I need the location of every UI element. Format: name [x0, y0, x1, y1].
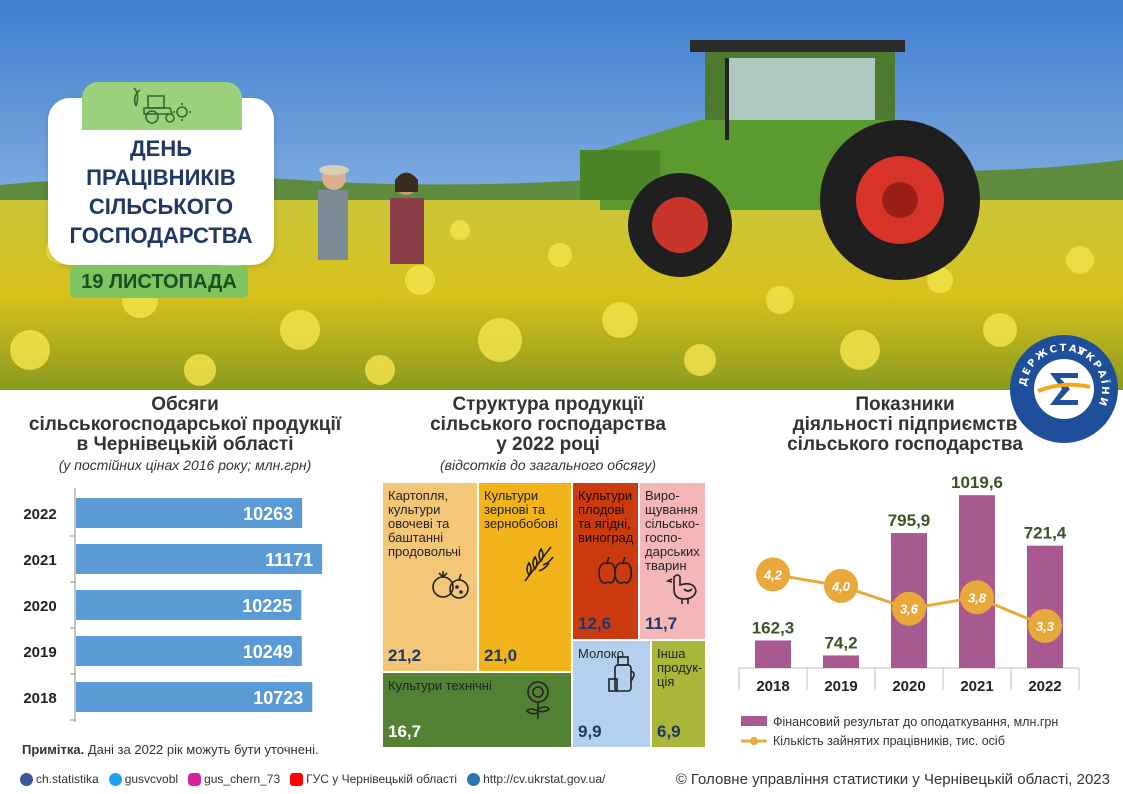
employees-point [824, 568, 858, 603]
treemap-cell: Культури плодові та ягідні, виноград 12,6 [572, 482, 639, 640]
volume-chart-subtitle: (у постійних цінах 2016 року; млн.грн) [58, 457, 312, 473]
legend-label-bar: Фінансовий результат до оподаткування, м… [773, 715, 1058, 729]
line-value-label: 4,0 [831, 579, 851, 594]
footer-link-youtube[interactable]: ГУС у Чернівецькій області [290, 772, 457, 786]
year-tick-label: 2020 [892, 678, 925, 695]
treemap-cell: Інша продук-ція 6,9 [651, 640, 706, 748]
instagram-icon [188, 772, 202, 786]
bar-value-label: 74,2 [824, 633, 857, 652]
financial-result-bar [755, 640, 791, 668]
footer-link-website[interactable]: http://cv.ukrstat.gov.ua/ [467, 772, 605, 786]
employees-point [756, 557, 790, 592]
financial-result-bar [823, 655, 859, 668]
treemap-cell-value: 6,9 [657, 722, 681, 741]
globe-icon [467, 772, 481, 786]
year-tick-label: 2018 [23, 690, 56, 707]
volume-bar [76, 544, 323, 574]
structure-treemap: Картопля, культури овочеві та баштанні продо… [382, 482, 706, 748]
bar-value-label: 1019,6 [951, 473, 1003, 492]
treemap-cell-value: 9,9 [578, 722, 602, 741]
year-tick-label: 2018 [756, 678, 789, 695]
footer: ch.statistika gusvcvobl gus_chern_73 ГУС… [20, 768, 1110, 790]
footer-link-twitter[interactable]: gusvcvobl [108, 772, 178, 786]
line-value-label: 3,6 [900, 602, 919, 617]
employees-point [1028, 608, 1062, 643]
milk-icon [607, 653, 641, 698]
bar-value-label: 162,3 [752, 618, 795, 637]
title-tab [82, 82, 242, 130]
treemap-cell: Картопля, культури овочеві та баштанні продо… [382, 482, 478, 672]
bar-value-label: 11171 [265, 550, 313, 570]
treemap-cell-value: 16,7 [388, 722, 422, 741]
legend-label-line: Кількість зайнятих працівників, тис. осі… [773, 734, 1005, 748]
date-badge: 19 ЛИСТОПАДА [70, 266, 248, 298]
bar-value-label: 10263 [243, 504, 293, 524]
financial-result-bar [1027, 545, 1063, 668]
volume-bar [76, 498, 303, 528]
volume-bar-chart: 2022 10263 2021 11171 2020 10225 2019 10249 2018… [23, 488, 323, 722]
sunflower-icon [519, 679, 557, 726]
treemap-cell: Молоко 9,9 [572, 640, 651, 748]
treemap-cell-label: Картопля, культури овочеві та баштанні продо… [388, 488, 461, 559]
vegetables-icon [431, 565, 471, 608]
year-tick-label: 2022 [1028, 678, 1061, 695]
page-title: ДЕНЬ ПРАЦІВНИКІВ СІЛЬСЬКОГО ГОСПОДАРСТВА [69, 136, 253, 248]
tractor-sun-icon [133, 87, 191, 124]
bar-value-label: 10249 [243, 642, 293, 662]
treemap-cell-label: Культури зернові та зернобобові [484, 488, 558, 531]
treemap-cell: Виро-щування сільсько-госпо-дарських твари… [639, 482, 706, 640]
year-tick-label: 2019 [23, 644, 56, 661]
year-tick-label: 2022 [23, 506, 56, 523]
line-value-label: 3,3 [1036, 619, 1055, 634]
treemap-cell-value: 12,6 [578, 614, 612, 633]
year-tick-label: 2019 [824, 678, 857, 695]
derzhstat-logo: ДЕРЖСТАТ УКРАЇНИ [1010, 335, 1118, 443]
apples-icon [593, 553, 633, 592]
bar-value-label: 10225 [242, 596, 292, 616]
volume-chart-title: Обсяги сільськогосподарської продукції в… [28, 394, 342, 455]
indicators-chart-title: Показники діяльності підприємств сільськ… [787, 394, 1023, 455]
copyright: © Головне управління статистики у Чернів… [675, 770, 1110, 788]
note-label: Примітка. [22, 742, 85, 757]
treemap-cell-value: 11,7 [645, 614, 678, 633]
footer-link-instagram[interactable]: gus_chern_73 [188, 772, 280, 786]
treemap-cell-label: Виро-щування сільсько-госпо-дарських твари… [645, 488, 700, 573]
structure-chart-title: Структура продукції сільського господарс… [430, 394, 666, 455]
treemap-cell-label: Молоко [578, 646, 624, 661]
footer-link-facebook[interactable]: ch.statistika [20, 772, 99, 786]
treemap-cell-label: Культури технічні [388, 678, 492, 693]
year-tick-label: 2021 [23, 552, 56, 569]
structure-chart-subtitle: (відсотків до загального обсягу) [440, 457, 656, 473]
year-tick-label: 2020 [23, 598, 56, 615]
note-text: Дані за 2022 рік можуть бути уточнені. [84, 742, 319, 757]
treemap-cell: Культури зернові та зернобобові 21,0 [478, 482, 572, 672]
employees-point [960, 580, 994, 615]
youtube-icon [290, 772, 304, 786]
treemap-cell-value: 21,0 [484, 646, 518, 665]
bar-value-label: 10723 [253, 688, 303, 708]
treemap-cell-label: Інша продук-ція [657, 646, 703, 689]
line-value-label: 4,2 [763, 567, 783, 582]
note: Примітка. Дані за 2022 рік можуть бути у… [22, 742, 319, 757]
facebook-icon [20, 772, 33, 786]
bar-value-label: 721,4 [1024, 524, 1067, 543]
volume-bar [76, 590, 302, 620]
legend-swatch-point [750, 737, 758, 745]
legend-swatch-bar [741, 716, 767, 726]
treemap-cell: Культури технічні 16,7 [382, 672, 572, 748]
bar-value-label: 795,9 [888, 511, 931, 530]
indicators-combo-chart: 162,3 2018 74,2 2019 795,9 2020 1019,6 2021 721,… [738, 473, 1080, 748]
line-value-label: 3,8 [968, 590, 987, 605]
treemap-cell-value: 21,2 [388, 646, 422, 665]
treemap-cell-label: Культури плодові та ягідні, виноград [578, 488, 634, 545]
employees-point [892, 591, 926, 626]
twitter-icon [108, 772, 122, 786]
wheat-icon [517, 543, 557, 588]
chicken-icon [665, 571, 700, 610]
volume-bar [76, 636, 302, 666]
volume-bar [76, 682, 313, 712]
year-tick-label: 2021 [960, 678, 993, 695]
